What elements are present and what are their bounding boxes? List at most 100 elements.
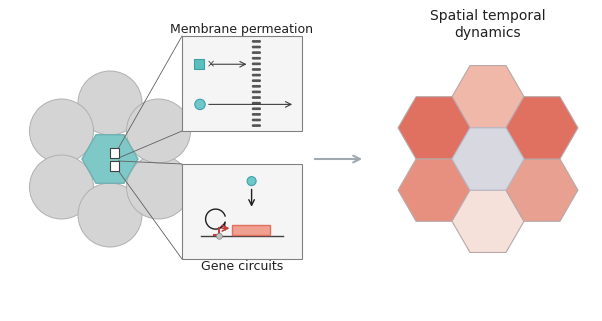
Circle shape (255, 51, 258, 54)
Circle shape (256, 68, 259, 71)
Text: Spatial temporal: Spatial temporal (430, 9, 546, 23)
Circle shape (253, 113, 256, 116)
Circle shape (252, 68, 255, 71)
Circle shape (253, 79, 256, 82)
Circle shape (256, 118, 259, 121)
Circle shape (255, 102, 258, 105)
Circle shape (252, 118, 255, 121)
Circle shape (256, 40, 259, 43)
Circle shape (258, 107, 261, 110)
Polygon shape (506, 97, 578, 159)
Circle shape (255, 40, 258, 43)
FancyBboxPatch shape (182, 36, 302, 131)
Circle shape (258, 40, 261, 43)
Circle shape (253, 46, 256, 48)
Text: Gene circuits: Gene circuits (201, 261, 283, 273)
Circle shape (78, 71, 142, 135)
Circle shape (29, 99, 93, 163)
Circle shape (255, 85, 258, 88)
Circle shape (253, 57, 256, 60)
Circle shape (256, 74, 259, 76)
Circle shape (255, 57, 258, 60)
Circle shape (252, 57, 255, 60)
Circle shape (255, 113, 258, 116)
Circle shape (78, 183, 142, 247)
Circle shape (258, 46, 261, 48)
Circle shape (253, 85, 256, 88)
Circle shape (255, 124, 258, 127)
Circle shape (252, 40, 255, 43)
Circle shape (253, 91, 256, 93)
Circle shape (253, 68, 256, 71)
Circle shape (256, 51, 259, 54)
Circle shape (256, 107, 259, 110)
Polygon shape (398, 159, 470, 221)
Text: dynamics: dynamics (455, 26, 521, 40)
Circle shape (256, 85, 259, 88)
Circle shape (253, 124, 256, 127)
Circle shape (258, 74, 261, 76)
Circle shape (256, 124, 259, 127)
Circle shape (258, 102, 261, 105)
Circle shape (252, 74, 255, 76)
Circle shape (252, 113, 255, 116)
Circle shape (252, 107, 255, 110)
Circle shape (258, 57, 261, 60)
Circle shape (258, 91, 261, 93)
Circle shape (256, 96, 259, 99)
Circle shape (256, 57, 259, 60)
Circle shape (216, 233, 222, 239)
Circle shape (29, 155, 93, 219)
Circle shape (253, 63, 256, 65)
Circle shape (258, 118, 261, 121)
Bar (110, 148, 119, 158)
Circle shape (255, 74, 258, 76)
Circle shape (255, 91, 258, 93)
Circle shape (252, 124, 255, 127)
Circle shape (255, 118, 258, 121)
Circle shape (252, 63, 255, 65)
Circle shape (256, 79, 259, 82)
Circle shape (253, 74, 256, 76)
Polygon shape (452, 65, 524, 128)
Circle shape (256, 102, 259, 105)
Circle shape (255, 107, 258, 110)
Circle shape (255, 46, 258, 48)
Bar (232, 225, 270, 235)
Circle shape (258, 124, 261, 127)
Polygon shape (452, 128, 524, 190)
Circle shape (252, 79, 255, 82)
Circle shape (253, 102, 256, 105)
Circle shape (247, 177, 256, 186)
Circle shape (253, 40, 256, 43)
Polygon shape (82, 135, 138, 183)
Circle shape (256, 113, 259, 116)
Circle shape (253, 118, 256, 121)
Polygon shape (452, 190, 524, 252)
Circle shape (252, 96, 255, 99)
Circle shape (252, 51, 255, 54)
Text: Membrane permeation: Membrane permeation (170, 22, 314, 36)
Circle shape (258, 51, 261, 54)
Circle shape (195, 99, 205, 109)
Circle shape (258, 79, 261, 82)
Circle shape (256, 46, 259, 48)
Circle shape (258, 113, 261, 116)
Circle shape (126, 99, 190, 163)
Circle shape (256, 63, 259, 65)
Circle shape (255, 63, 258, 65)
Circle shape (256, 91, 259, 93)
Polygon shape (506, 159, 578, 221)
Text: ×: × (206, 59, 214, 69)
Circle shape (126, 155, 190, 219)
Circle shape (253, 51, 256, 54)
Circle shape (258, 68, 261, 71)
Circle shape (258, 63, 261, 65)
Circle shape (255, 96, 258, 99)
Circle shape (258, 85, 261, 88)
Circle shape (252, 91, 255, 93)
Bar (110, 161, 119, 171)
Circle shape (258, 96, 261, 99)
Circle shape (252, 102, 255, 105)
Polygon shape (398, 97, 470, 159)
